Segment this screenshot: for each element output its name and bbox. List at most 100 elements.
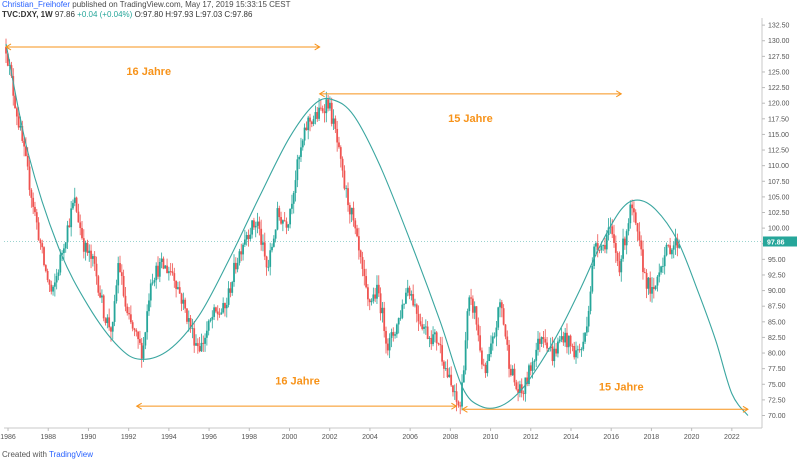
candle-body — [370, 300, 373, 303]
candle-body — [446, 368, 449, 378]
cycle-curve-line — [5, 43, 749, 416]
candle-body — [178, 287, 181, 294]
candle-body — [6, 53, 9, 66]
last-price-label-bg — [763, 236, 797, 247]
x-tick-label: 2002 — [322, 434, 338, 441]
candle-body — [233, 262, 235, 283]
candle-body — [661, 266, 664, 268]
candle-body — [432, 334, 434, 345]
candle-body — [137, 331, 140, 340]
candle-body — [19, 125, 22, 128]
candle-body — [439, 343, 442, 346]
arrow-head-left — [461, 405, 468, 413]
symbol-legend: TVC:DXY, 1W 97.86 +0.04 (+0.04%) O:97.80… — [2, 10, 252, 20]
last-price-label: 97.86 — [767, 239, 785, 246]
x-tick-label: 1994 — [161, 434, 177, 441]
candle-body — [350, 207, 353, 215]
candle-body — [151, 282, 154, 284]
candle-body — [162, 258, 165, 269]
y-tick-label: 125.00 — [768, 69, 790, 76]
candle-body — [169, 271, 172, 273]
candle-body — [292, 193, 295, 204]
y-tick-label: 127.50 — [768, 54, 790, 61]
y-tick-label: 132.50 — [768, 23, 790, 30]
candle-body — [678, 244, 681, 248]
candle-body — [294, 180, 297, 194]
candle-body — [46, 270, 49, 280]
candle-body — [247, 235, 250, 239]
candle-body — [576, 349, 579, 351]
candle-body — [243, 239, 246, 245]
y-tick-label: 72.50 — [768, 397, 786, 404]
candle-body — [209, 319, 212, 321]
candle-body — [569, 335, 572, 346]
candle-body — [386, 343, 389, 351]
author-link[interactable]: Christian_Freihofer — [2, 0, 71, 9]
candle-body — [269, 250, 272, 267]
candle-body — [63, 248, 65, 254]
candle-body — [104, 318, 107, 324]
candle-body — [15, 108, 18, 117]
candle-body — [182, 299, 185, 304]
candle-body — [339, 147, 342, 159]
symbol-label[interactable]: TVC:DXY, 1W — [2, 10, 53, 19]
candle-body — [538, 338, 541, 344]
candle-body — [383, 307, 386, 332]
candle-body — [435, 332, 438, 344]
candle-body — [55, 276, 58, 283]
candle-body — [392, 332, 395, 336]
candle-body — [555, 348, 558, 354]
candle-body — [627, 223, 630, 232]
candle-body — [647, 277, 650, 289]
x-tick-label: 2020 — [684, 434, 700, 441]
chart-grid — [4, 18, 763, 429]
candle-body — [267, 266, 270, 268]
candle-body — [173, 273, 176, 281]
candle-body — [334, 118, 337, 129]
candle-body — [171, 271, 174, 274]
candle-body — [93, 256, 96, 264]
candle-body — [497, 307, 500, 328]
annotation-label: 15 Jahre — [599, 382, 644, 394]
candle-body — [533, 360, 536, 362]
candle-body — [488, 354, 491, 361]
candle-body — [140, 342, 143, 359]
candle-body — [652, 287, 655, 290]
chart-header: Christian_Freihofer published on Trading… — [2, 0, 290, 10]
candle-body — [189, 318, 192, 329]
candle-body — [640, 240, 643, 250]
y-tick-label: 107.50 — [768, 179, 790, 186]
candle-body — [296, 159, 299, 181]
candle-body — [280, 217, 282, 224]
candle-body — [459, 405, 462, 407]
candle-body — [573, 346, 576, 358]
candle-body — [184, 299, 187, 309]
candle-body — [220, 312, 223, 315]
candle-body — [591, 265, 594, 292]
candle-body — [562, 336, 565, 343]
candle-body — [310, 121, 313, 125]
candle-body — [580, 349, 583, 351]
candle-body — [160, 258, 163, 262]
candle-body — [348, 205, 351, 215]
candle-body — [73, 197, 76, 203]
candle-body — [676, 238, 679, 248]
candle-body — [529, 365, 532, 371]
tradingview-logo[interactable]: TradingView — [49, 450, 94, 459]
candle-body — [354, 220, 357, 229]
candle-body — [129, 314, 132, 323]
price-axis[interactable]: 70.00 72.50 75.00 77.50 80.00 82.50 85.00 87.50… — [762, 23, 797, 420]
candle-body — [491, 336, 494, 344]
candle-body — [323, 111, 326, 114]
candle-body — [224, 303, 226, 309]
candle-body — [669, 245, 672, 255]
candle-body — [509, 368, 512, 376]
candle-body — [593, 246, 596, 266]
candle-body — [504, 324, 507, 337]
candle-body — [287, 224, 290, 228]
candle-body — [39, 240, 42, 244]
candle-body — [61, 253, 64, 255]
candle-body — [571, 345, 574, 347]
time-axis[interactable]: 1986 1988 1990 1992 1994 1996 1998 2000 2002 2004… — [0, 428, 740, 441]
